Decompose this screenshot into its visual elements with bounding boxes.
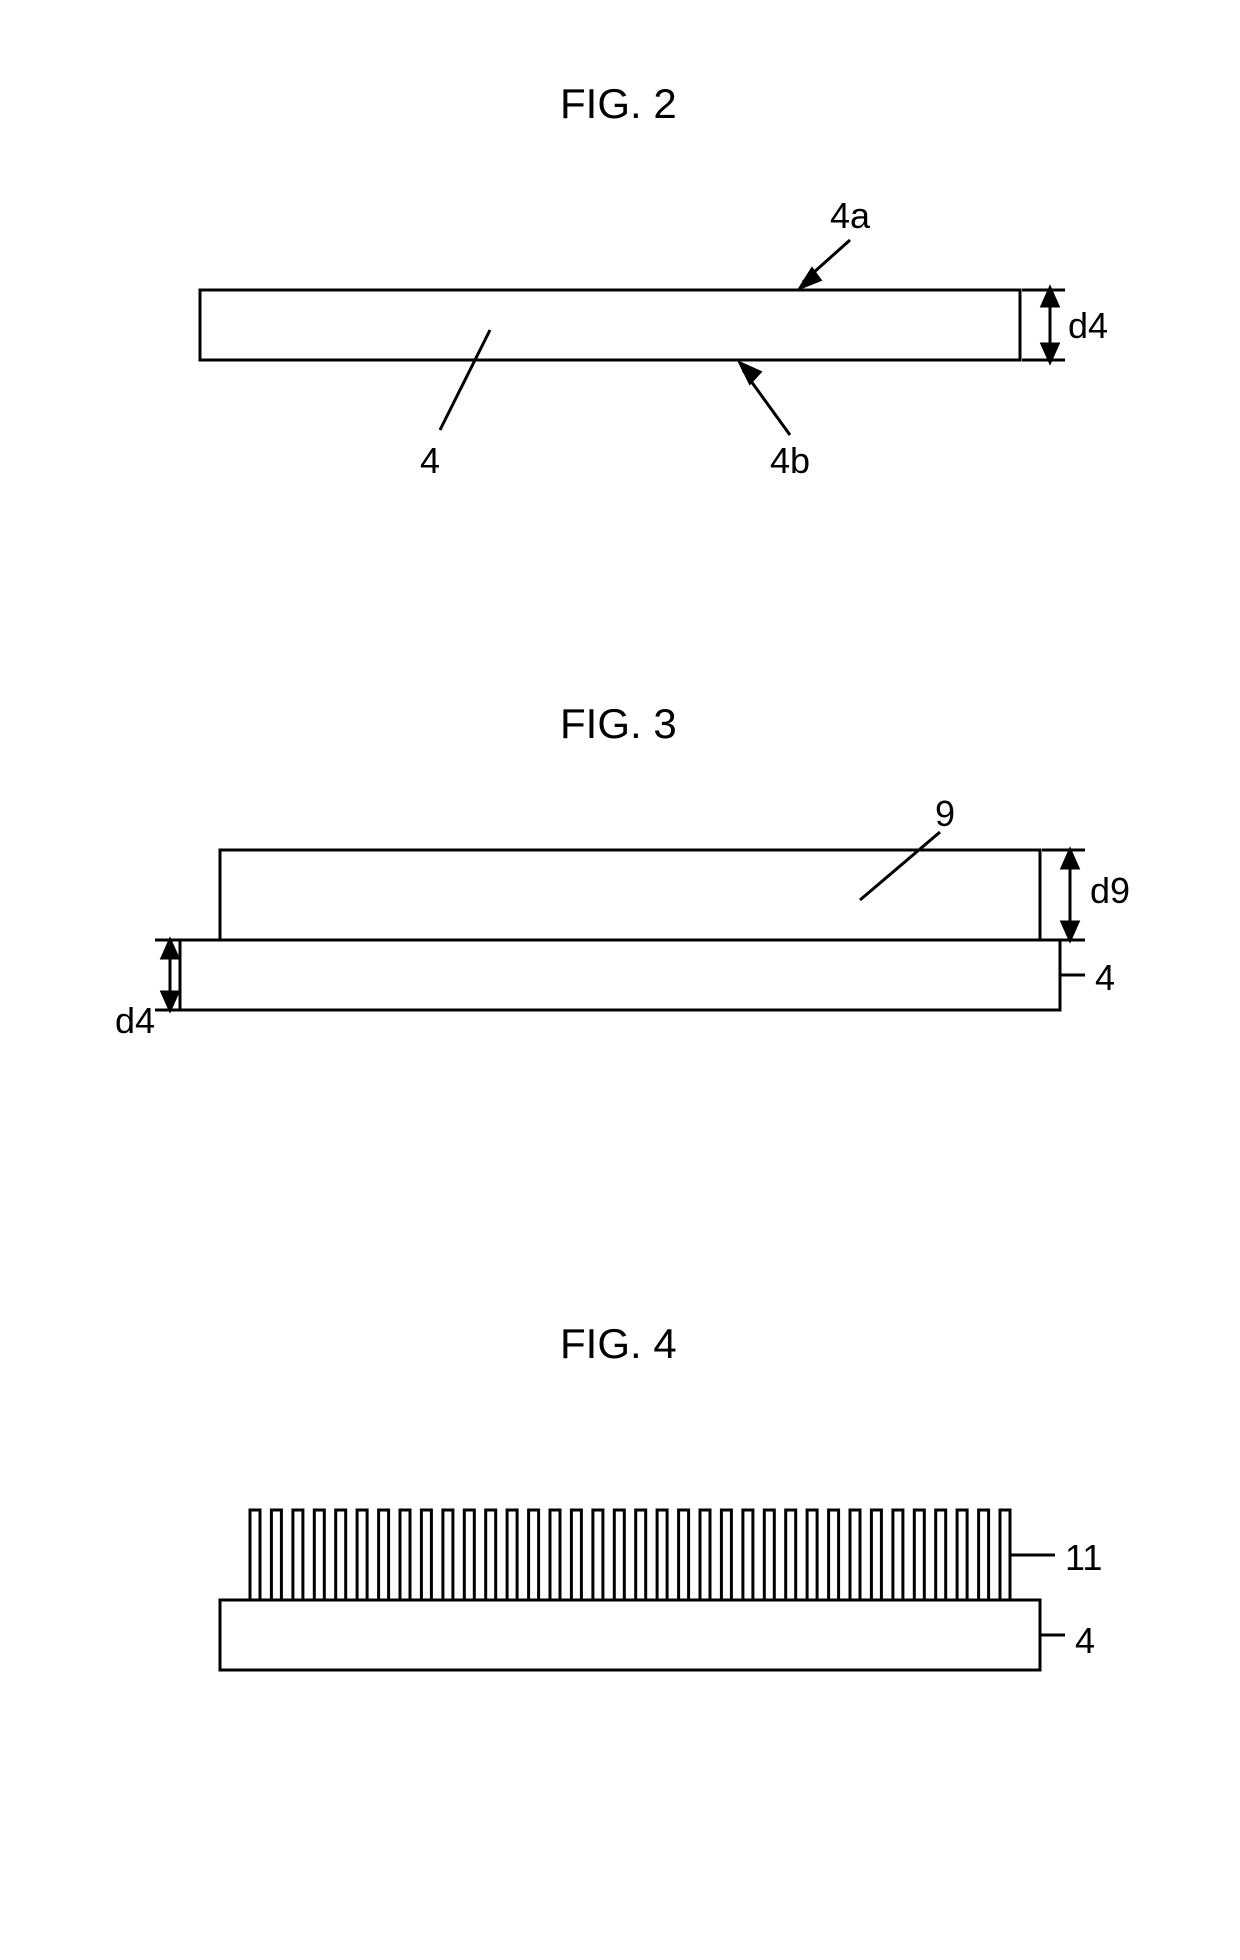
fig4-pillar	[636, 1510, 646, 1600]
fig2-label-4a: 4a	[830, 195, 870, 237]
fig2-arrow-4a	[800, 240, 850, 288]
fig3-title: FIG. 3	[560, 700, 677, 748]
fig4-pillar	[357, 1510, 367, 1600]
fig4-pillar	[807, 1510, 817, 1600]
fig4-pillar	[871, 1510, 881, 1600]
fig4-diagram	[180, 1460, 1100, 1720]
fig3-label-d9: d9	[1090, 870, 1130, 912]
fig4-pillar	[657, 1510, 667, 1600]
fig4-pillar	[400, 1510, 410, 1600]
fig4-title: FIG. 4	[560, 1320, 677, 1368]
fig4-pillar	[764, 1510, 774, 1600]
fig4-pillar	[786, 1510, 796, 1600]
fig4-pillar	[571, 1510, 581, 1600]
fig4-pillar	[957, 1510, 967, 1600]
fig4-pillar	[293, 1510, 303, 1600]
fig4-pillar	[336, 1510, 346, 1600]
fig4-pillar	[529, 1510, 539, 1600]
fig4-pillar	[1000, 1510, 1010, 1600]
fig4-pillar	[421, 1510, 431, 1600]
fig2-label-4b: 4b	[770, 440, 810, 482]
fig2-label-d4: d4	[1068, 305, 1108, 347]
fig3-label-4: 4	[1095, 957, 1115, 999]
fig4-pillar	[679, 1510, 689, 1600]
fig4-pillar	[550, 1510, 560, 1600]
fig2-label-4: 4	[420, 440, 440, 482]
fig4-pillar	[893, 1510, 903, 1600]
fig4-pillar	[271, 1510, 281, 1600]
fig4-pillar	[486, 1510, 496, 1600]
fig3-diagram	[140, 800, 1100, 1100]
fig3-dim-d4	[155, 940, 200, 1010]
fig2-arrow-4b	[740, 363, 790, 435]
fig4-label-11: 11	[1065, 1537, 1102, 1579]
fig2-dim-d4	[1022, 288, 1065, 362]
fig4-pillar	[379, 1510, 389, 1600]
fig4-pillar	[829, 1510, 839, 1600]
fig4-pillars-group	[250, 1510, 1010, 1600]
fig2-leader-4	[440, 330, 490, 430]
fig4-pillar	[914, 1510, 924, 1600]
fig4-pillar	[936, 1510, 946, 1600]
fig3-label-d4: d4	[115, 1000, 155, 1042]
fig4-rect-4	[220, 1600, 1040, 1670]
fig4-pillar	[314, 1510, 324, 1600]
fig4-pillar	[979, 1510, 989, 1600]
fig3-rect-9	[220, 850, 1040, 940]
fig3-leader-9	[860, 832, 940, 900]
fig4-pillar	[614, 1510, 624, 1600]
fig4-pillar	[464, 1510, 474, 1600]
fig4-label-4: 4	[1075, 1620, 1095, 1662]
fig2-title: FIG. 2	[560, 80, 677, 128]
fig4-pillar	[593, 1510, 603, 1600]
fig4-pillar	[443, 1510, 453, 1600]
fig4-pillar	[850, 1510, 860, 1600]
fig4-pillar	[743, 1510, 753, 1600]
fig2-diagram	[160, 180, 1080, 500]
fig4-pillar	[700, 1510, 710, 1600]
fig4-pillar	[721, 1510, 731, 1600]
fig4-pillar	[507, 1510, 517, 1600]
fig3-rect-4	[180, 940, 1060, 1010]
fig2-rect-4	[200, 290, 1020, 360]
fig3-dim-d9	[1042, 850, 1085, 940]
fig3-label-9: 9	[935, 793, 955, 835]
fig4-pillar	[250, 1510, 260, 1600]
